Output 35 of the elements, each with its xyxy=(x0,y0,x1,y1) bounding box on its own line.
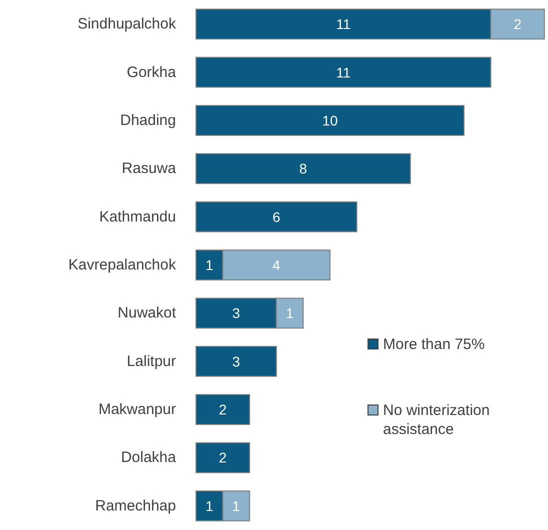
legend-label: No winterization assistance xyxy=(383,402,490,438)
y-tick-label: Kathmandu xyxy=(99,208,176,226)
bar xyxy=(196,346,277,377)
y-tick-label: Kavrepalanchok xyxy=(68,256,176,274)
data-label: 10 xyxy=(322,112,338,128)
bar xyxy=(196,201,358,232)
data-label: 11 xyxy=(336,64,351,80)
bar xyxy=(196,394,250,425)
data-label: 4 xyxy=(272,257,280,273)
data-label: 11 xyxy=(336,16,351,32)
data-label: 2 xyxy=(514,16,522,32)
data-label: 2 xyxy=(218,450,227,466)
data-label: 1 xyxy=(286,305,294,322)
legend-label: More than 75% xyxy=(383,336,485,352)
data-label: 1 xyxy=(206,498,214,514)
y-tick-label: Gorkha xyxy=(126,64,177,81)
bar xyxy=(196,105,464,136)
data-label: 6 xyxy=(272,208,280,225)
y-tick-label: Sindhupalchok xyxy=(78,16,176,33)
data-label: 8 xyxy=(299,160,308,177)
y-tick-label: Lalitpur xyxy=(126,352,176,370)
data-label: 3 xyxy=(232,353,240,370)
y-tick-label: Rasuwa xyxy=(122,160,177,178)
bar xyxy=(196,153,411,184)
y-tick-label: Makwanpur xyxy=(98,401,176,418)
bar xyxy=(196,56,492,88)
y-tick-label: Nuwakot xyxy=(118,304,177,322)
data-label: 1 xyxy=(232,498,240,514)
y-tick-label: Ramechhap xyxy=(95,497,176,514)
bar xyxy=(196,442,250,474)
y-tick-label: Dolakha xyxy=(120,449,177,466)
data-label: 2 xyxy=(218,402,227,418)
y-tick-label: Dhading xyxy=(120,112,176,129)
data-label: 1 xyxy=(206,257,214,273)
data-label: 3 xyxy=(232,305,240,322)
